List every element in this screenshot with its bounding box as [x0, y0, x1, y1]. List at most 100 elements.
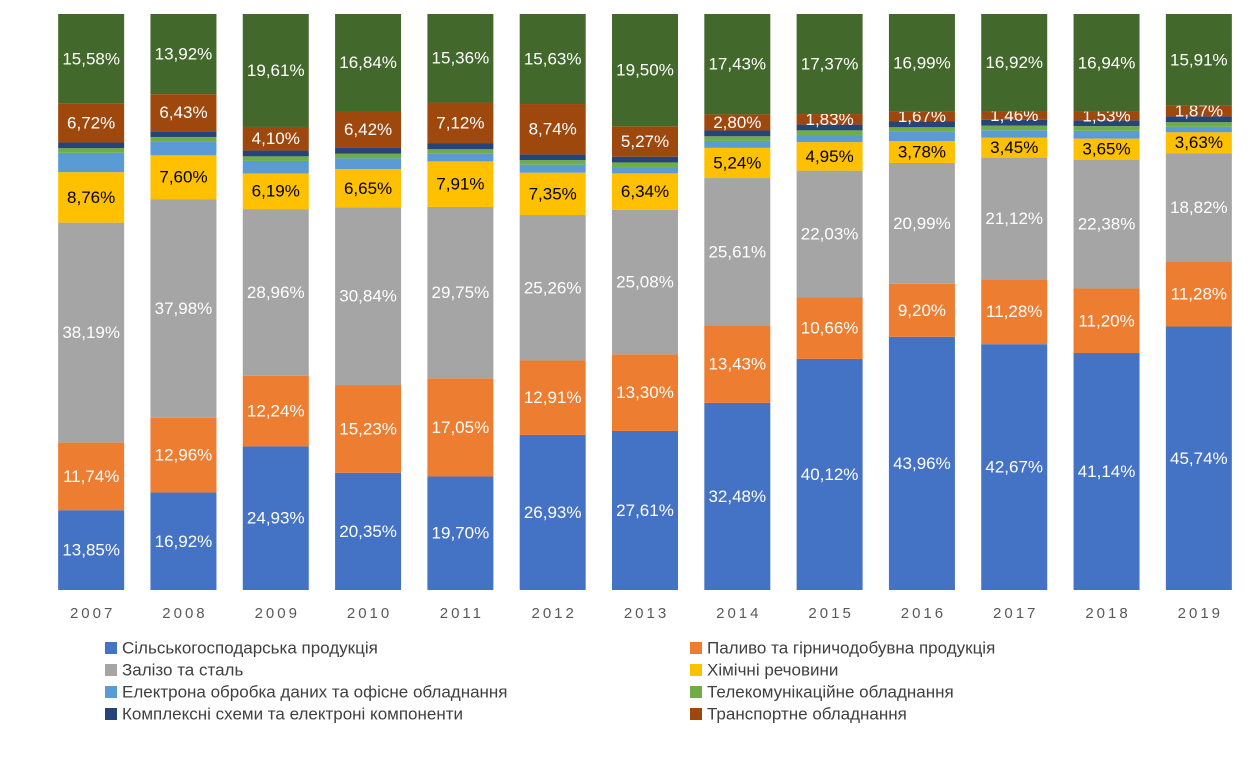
bar-segment [612, 14, 678, 127]
bar-segment [981, 137, 1048, 158]
bar-segment [58, 148, 125, 153]
bar-segment [519, 104, 586, 155]
bar-segment [612, 173, 678, 210]
bar-segment [150, 141, 217, 156]
bar-segment [796, 134, 863, 143]
bar-segment [242, 156, 309, 161]
bar-segment [242, 126, 309, 151]
bar-segment [796, 114, 863, 125]
bar-segment [981, 279, 1048, 345]
bar-segment [427, 161, 494, 207]
bar-segment [335, 169, 402, 208]
legend-label: Транспортне обладнання [707, 704, 907, 723]
data-label: 25,61% [708, 242, 766, 261]
bar-segment [888, 162, 955, 284]
bar-segment [1165, 126, 1232, 133]
bar-segment [519, 172, 586, 216]
bar-segment [796, 142, 863, 171]
x-tick-label: 2018 [1085, 605, 1130, 622]
bar-segment [796, 14, 863, 115]
bar-segment [427, 143, 494, 150]
bar-segment [1165, 326, 1232, 590]
bar-segment [58, 103, 125, 143]
data-label: 3,63% [1175, 133, 1223, 152]
x-tick-label: 2019 [1178, 605, 1223, 622]
bar-segment [612, 162, 678, 168]
bar-segment [1073, 138, 1140, 160]
data-label: 16,84% [339, 53, 397, 72]
bar-segment [150, 131, 217, 137]
bar-segment [1073, 353, 1140, 590]
bar-segment [888, 111, 955, 122]
bar-segment [796, 170, 863, 298]
bar-segment [58, 510, 125, 590]
bar-segment [704, 402, 771, 590]
data-label: 15,36% [432, 49, 490, 68]
bar-segment [335, 385, 402, 473]
bar-segment [150, 14, 217, 95]
data-label: 17,05% [432, 418, 490, 437]
data-label: 42,67% [985, 458, 1043, 477]
bar-segment [335, 14, 402, 111]
bar-segment [1073, 126, 1140, 131]
data-label: 15,91% [1170, 50, 1228, 69]
data-label: 45,74% [1170, 449, 1228, 468]
bar-segment [427, 149, 494, 154]
legend-swatch [690, 642, 702, 654]
bar-segment [519, 360, 586, 435]
legend-label: Телекомунікаційне обладнання [707, 682, 954, 701]
data-label: 11,74% [63, 467, 119, 486]
legend-swatch [105, 642, 117, 654]
data-label: 20,35% [339, 522, 397, 541]
data-label: 43,96% [893, 454, 951, 473]
legend-label: Залізо та сталь [122, 660, 243, 679]
data-label: 30,84% [339, 287, 397, 306]
bar-segment [58, 14, 125, 104]
data-label: 29,75% [432, 283, 490, 302]
bar-segment [796, 124, 863, 131]
data-label: 8,76% [67, 188, 115, 207]
x-tick-label: 2012 [532, 605, 577, 622]
bar-segment [335, 207, 402, 386]
bar-segment [981, 130, 1048, 138]
x-tick-label: 2014 [716, 605, 761, 622]
bar-segment [704, 178, 771, 326]
bar-segment [335, 158, 402, 170]
legend-label: Хімічні речовини [707, 660, 838, 679]
data-label: 13,43% [708, 355, 766, 374]
bar-segment [1165, 132, 1232, 154]
bar-segment [58, 142, 125, 149]
data-label: 16,92% [985, 53, 1043, 72]
bar-segment [150, 417, 217, 493]
data-label: 6,42% [344, 120, 392, 139]
data-label: 16,94% [1078, 53, 1136, 72]
bar-segment [427, 14, 494, 103]
bar-segment [58, 222, 125, 443]
data-label: 3,45% [990, 138, 1038, 157]
bar-segment [612, 156, 678, 163]
bar-segment [242, 446, 309, 590]
data-label: 24,93% [247, 509, 305, 528]
bar-segment [150, 492, 217, 590]
data-label: 3,65% [1082, 140, 1130, 159]
bar-segment [1165, 116, 1232, 123]
legend-swatch [105, 686, 117, 698]
legend-swatch [690, 664, 702, 676]
data-label: 9,20% [898, 301, 946, 320]
x-tick-label: 2010 [347, 605, 392, 622]
data-label: 12,24% [247, 402, 305, 421]
bar-segment [612, 354, 678, 431]
data-label: 3,78% [898, 142, 946, 161]
bar-segment [519, 154, 586, 161]
x-tick-label: 2009 [255, 605, 300, 622]
bar-segment [1165, 153, 1232, 262]
data-label: 19,50% [616, 61, 674, 80]
bar-segment [981, 119, 1048, 126]
data-label: 22,03% [801, 225, 859, 244]
data-label: 17,37% [801, 55, 859, 74]
data-label: 19,70% [432, 524, 490, 543]
data-label: 15,23% [339, 419, 397, 438]
data-label: 6,34% [621, 182, 669, 201]
bar-segment [242, 160, 309, 174]
data-label: 28,96% [247, 283, 305, 302]
